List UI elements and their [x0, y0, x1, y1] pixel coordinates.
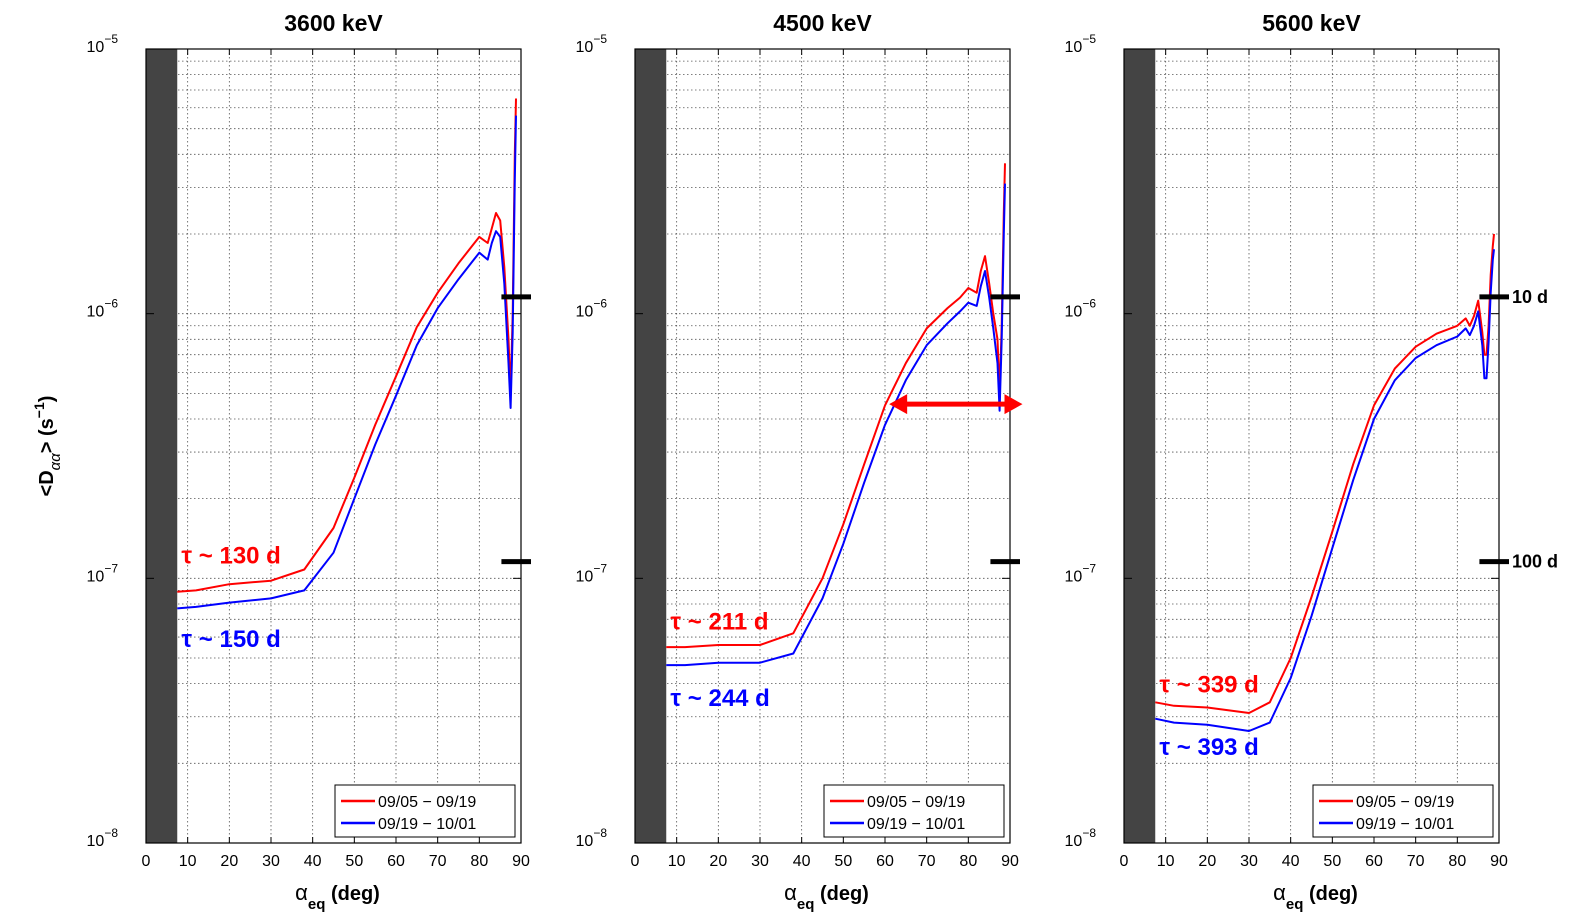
legend-entry: 09/19 − 10/01 [1356, 816, 1454, 833]
y-tick-label: 10−8 [576, 826, 608, 850]
y-tick-label: 10−6 [576, 297, 608, 321]
grid [1124, 49, 1499, 843]
x-tick-label: 90 [512, 853, 530, 870]
x-tick-label: 30 [262, 853, 280, 870]
x-tick-label: 10 [1157, 853, 1175, 870]
panel-title: 5600 keV [1262, 10, 1361, 36]
y-tick-label: 10−7 [576, 561, 608, 585]
x-tick-label: 0 [1120, 853, 1129, 870]
y-tick-label: 10−6 [1065, 297, 1097, 321]
timescale-annotation: τ ~ 130 d [181, 542, 280, 569]
x-tick-label: 60 [876, 853, 894, 870]
x-tick-label: 30 [751, 853, 769, 870]
excluded-region-band [635, 49, 667, 843]
y-tick-label: 10−5 [1065, 32, 1097, 56]
x-tick-label: 20 [709, 853, 727, 870]
legend-entry: 09/05 − 09/19 [867, 794, 965, 811]
panel-1: 0 10 20 30 40 50 60 70 80 90 10−8 10−7 10−6 10−5 3600 … [87, 10, 531, 913]
x-tick-label: 30 [1240, 853, 1258, 870]
y-tick-label: 10−7 [1065, 561, 1097, 585]
series-line-blue [177, 115, 517, 610]
excluded-region-band [1124, 49, 1156, 843]
series-line-blue [666, 183, 1006, 667]
x-tick-label: 50 [1323, 853, 1341, 870]
x-tick-label: 90 [1490, 853, 1508, 870]
legend: 09/05 − 09/19 09/19 − 10/01 [823, 784, 1005, 838]
x-tick-label: 50 [834, 853, 852, 870]
legend-entry: 09/05 − 09/19 [378, 794, 476, 811]
legend-entry: 09/05 − 09/19 [1356, 794, 1454, 811]
y-axis-label-text: <Dαα> (s−1) [31, 396, 64, 497]
plot-area [635, 49, 1010, 843]
grid [146, 49, 521, 843]
x-tick-label: 60 [387, 853, 405, 870]
x-axis-label: αeq (deg) [784, 880, 869, 913]
x-tick-label: 50 [345, 853, 363, 870]
series-line-blue [1155, 249, 1495, 732]
highlight-arrow [889, 394, 1023, 415]
x-tick-label: 40 [1282, 853, 1300, 870]
x-tick-label: 70 [1407, 853, 1425, 870]
x-axis-label: αeq (deg) [1273, 880, 1358, 913]
timescale-annotation: τ ~ 211 d [670, 609, 768, 636]
legend-box [334, 784, 516, 838]
panel-2: 0 10 20 30 40 50 60 70 80 90 10−8 10−7 10−6 10−5 4500 … [576, 10, 1020, 913]
x-tick-label: 70 [918, 853, 936, 870]
plot-area [1124, 49, 1499, 843]
x-tick-label: 70 [429, 853, 447, 870]
panel-title: 4500 keV [773, 10, 872, 36]
timescale-annotation: τ ~ 150 d [181, 626, 280, 653]
y-tick-label: 10−8 [1065, 826, 1097, 850]
legend: 09/05 − 09/19 09/19 − 10/01 [334, 784, 516, 838]
reference-label-100d: 100 d [1512, 552, 1558, 572]
panels: 0 10 20 30 40 50 60 70 80 90 10−8 10−7 10−6 10−5 3600 … [87, 10, 1509, 913]
x-tick-label: 90 [1001, 853, 1019, 870]
x-tick-label: 10 [179, 853, 197, 870]
y-tick-label: 10−7 [87, 561, 119, 585]
x-tick-label: 80 [470, 853, 488, 870]
y-axis-label: <Dαα> (s−1) [31, 396, 64, 497]
x-tick-label: 80 [1448, 853, 1466, 870]
highlight-arrow-head-left [889, 394, 908, 415]
series-line-red [1155, 233, 1495, 714]
timescale-annotation: τ ~ 244 d [670, 685, 769, 712]
reference-label-10d: 10 d [1512, 287, 1548, 307]
series-line-red [666, 163, 1006, 649]
legend-box [823, 784, 1005, 838]
x-tick-label: 0 [142, 853, 151, 870]
plot-area [146, 49, 521, 843]
x-tick-label: 20 [220, 853, 238, 870]
panel-title: 3600 keV [284, 10, 383, 36]
y-tick-label: 10−5 [576, 32, 608, 56]
y-tick-label: 10−8 [87, 826, 119, 850]
x-tick-label: 10 [668, 853, 686, 870]
x-tick-label: 40 [793, 853, 811, 870]
legend: 09/05 − 09/19 09/19 − 10/01 [1312, 784, 1494, 838]
highlight-arrow-head-right [1004, 394, 1023, 415]
excluded-region-band [146, 49, 178, 843]
x-tick-label: 20 [1198, 853, 1216, 870]
legend-box [1312, 784, 1494, 838]
y-tick-label: 10−5 [87, 32, 119, 56]
y-tick-label: 10−6 [87, 297, 119, 321]
x-tick-label: 40 [304, 853, 322, 870]
x-axis-label: αeq (deg) [295, 880, 380, 913]
series-line-red [177, 98, 517, 593]
panel-3: 0 10 20 30 40 50 60 70 80 90 10−8 10−7 10−6 10−5 5600 … [1065, 10, 1509, 913]
plot-frame [634, 48, 1011, 844]
plot-frame [1123, 48, 1500, 844]
x-tick-label: 60 [1365, 853, 1383, 870]
timescale-annotation: τ ~ 339 d [1159, 672, 1258, 699]
plot-frame [145, 48, 522, 844]
x-tick-label: 0 [631, 853, 640, 870]
legend-entry: 09/19 − 10/01 [867, 816, 965, 833]
x-tick-label: 80 [959, 853, 977, 870]
legend-entry: 09/19 − 10/01 [378, 816, 476, 833]
overlay: 10 d 100 d [889, 287, 1558, 572]
timescale-annotation: τ ~ 393 d [1159, 734, 1258, 761]
grid [635, 49, 1010, 843]
